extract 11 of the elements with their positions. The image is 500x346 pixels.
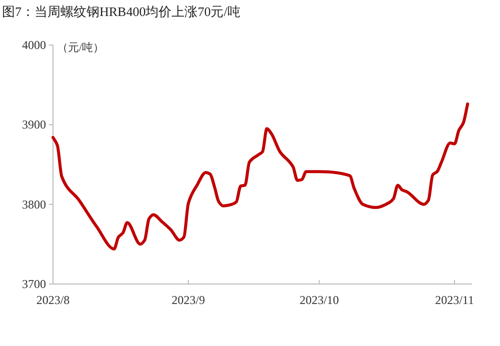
line-series [52, 102, 470, 250]
y-tick-label: 3900 [22, 118, 46, 132]
x-tick-label: 2023/11 [435, 293, 474, 307]
y-tick-label: 3800 [22, 197, 46, 212]
y-tick-label: 4000 [22, 38, 46, 52]
chart-title: 图7：当周螺纹钢HRB400均价上涨70元/吨 [2, 4, 240, 19]
y-tick-label: 3700 [22, 277, 46, 291]
y-axis-title: （元/吨） [57, 41, 104, 54]
x-tick-label: 2023/8 [36, 293, 70, 307]
x-tick-label: 2023/10 [300, 293, 339, 307]
x-tick-label: 2023/9 [172, 293, 205, 307]
